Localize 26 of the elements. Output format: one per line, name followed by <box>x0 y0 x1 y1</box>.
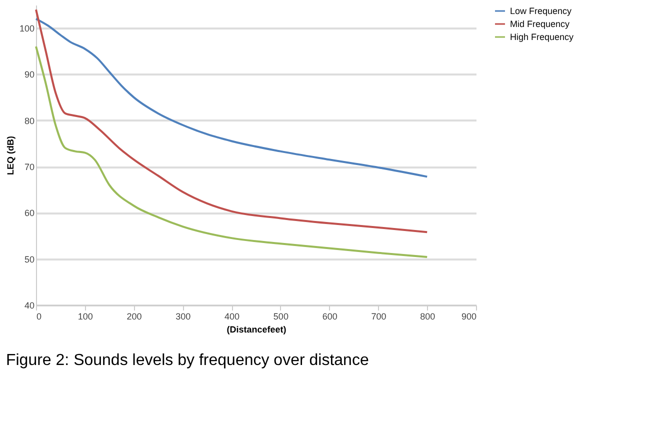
x-tick-label: 700 <box>371 312 386 322</box>
caption: Figure 2: Sounds levels by frequency over distance <box>6 352 369 369</box>
x-tick-label: 900 <box>461 312 476 322</box>
y-tick-label: 50 <box>24 254 34 264</box>
y-tick-label: 80 <box>24 116 34 126</box>
y-tick-label: 90 <box>24 70 34 80</box>
y-axis-title: LEQ (dB) <box>5 136 16 175</box>
y-tick-label: 60 <box>24 208 34 218</box>
y-tick-label: 100 <box>19 24 34 34</box>
x-axis-title: (Distancefeet) <box>226 324 286 334</box>
x-tick-label: 0 <box>36 312 42 322</box>
line-series <box>35 46 428 258</box>
x-tick-label: 400 <box>224 312 240 322</box>
y-tick-label: 70 <box>24 162 34 172</box>
legend-label: High Frequency <box>510 32 574 42</box>
line-series <box>35 18 428 178</box>
x-tick-label: 200 <box>126 312 142 322</box>
y-tick-label: 40 <box>24 300 34 310</box>
legend-label: Mid Frequency <box>510 19 570 29</box>
x-tick-label: 600 <box>322 312 338 322</box>
x-tick-label: 500 <box>273 312 288 322</box>
legend-label: Low Frequency <box>510 6 572 16</box>
line-series <box>35 8 428 234</box>
x-tick-label: 100 <box>78 312 93 322</box>
x-tick-label: 800 <box>420 312 436 322</box>
x-tick-label: 300 <box>176 312 191 322</box>
